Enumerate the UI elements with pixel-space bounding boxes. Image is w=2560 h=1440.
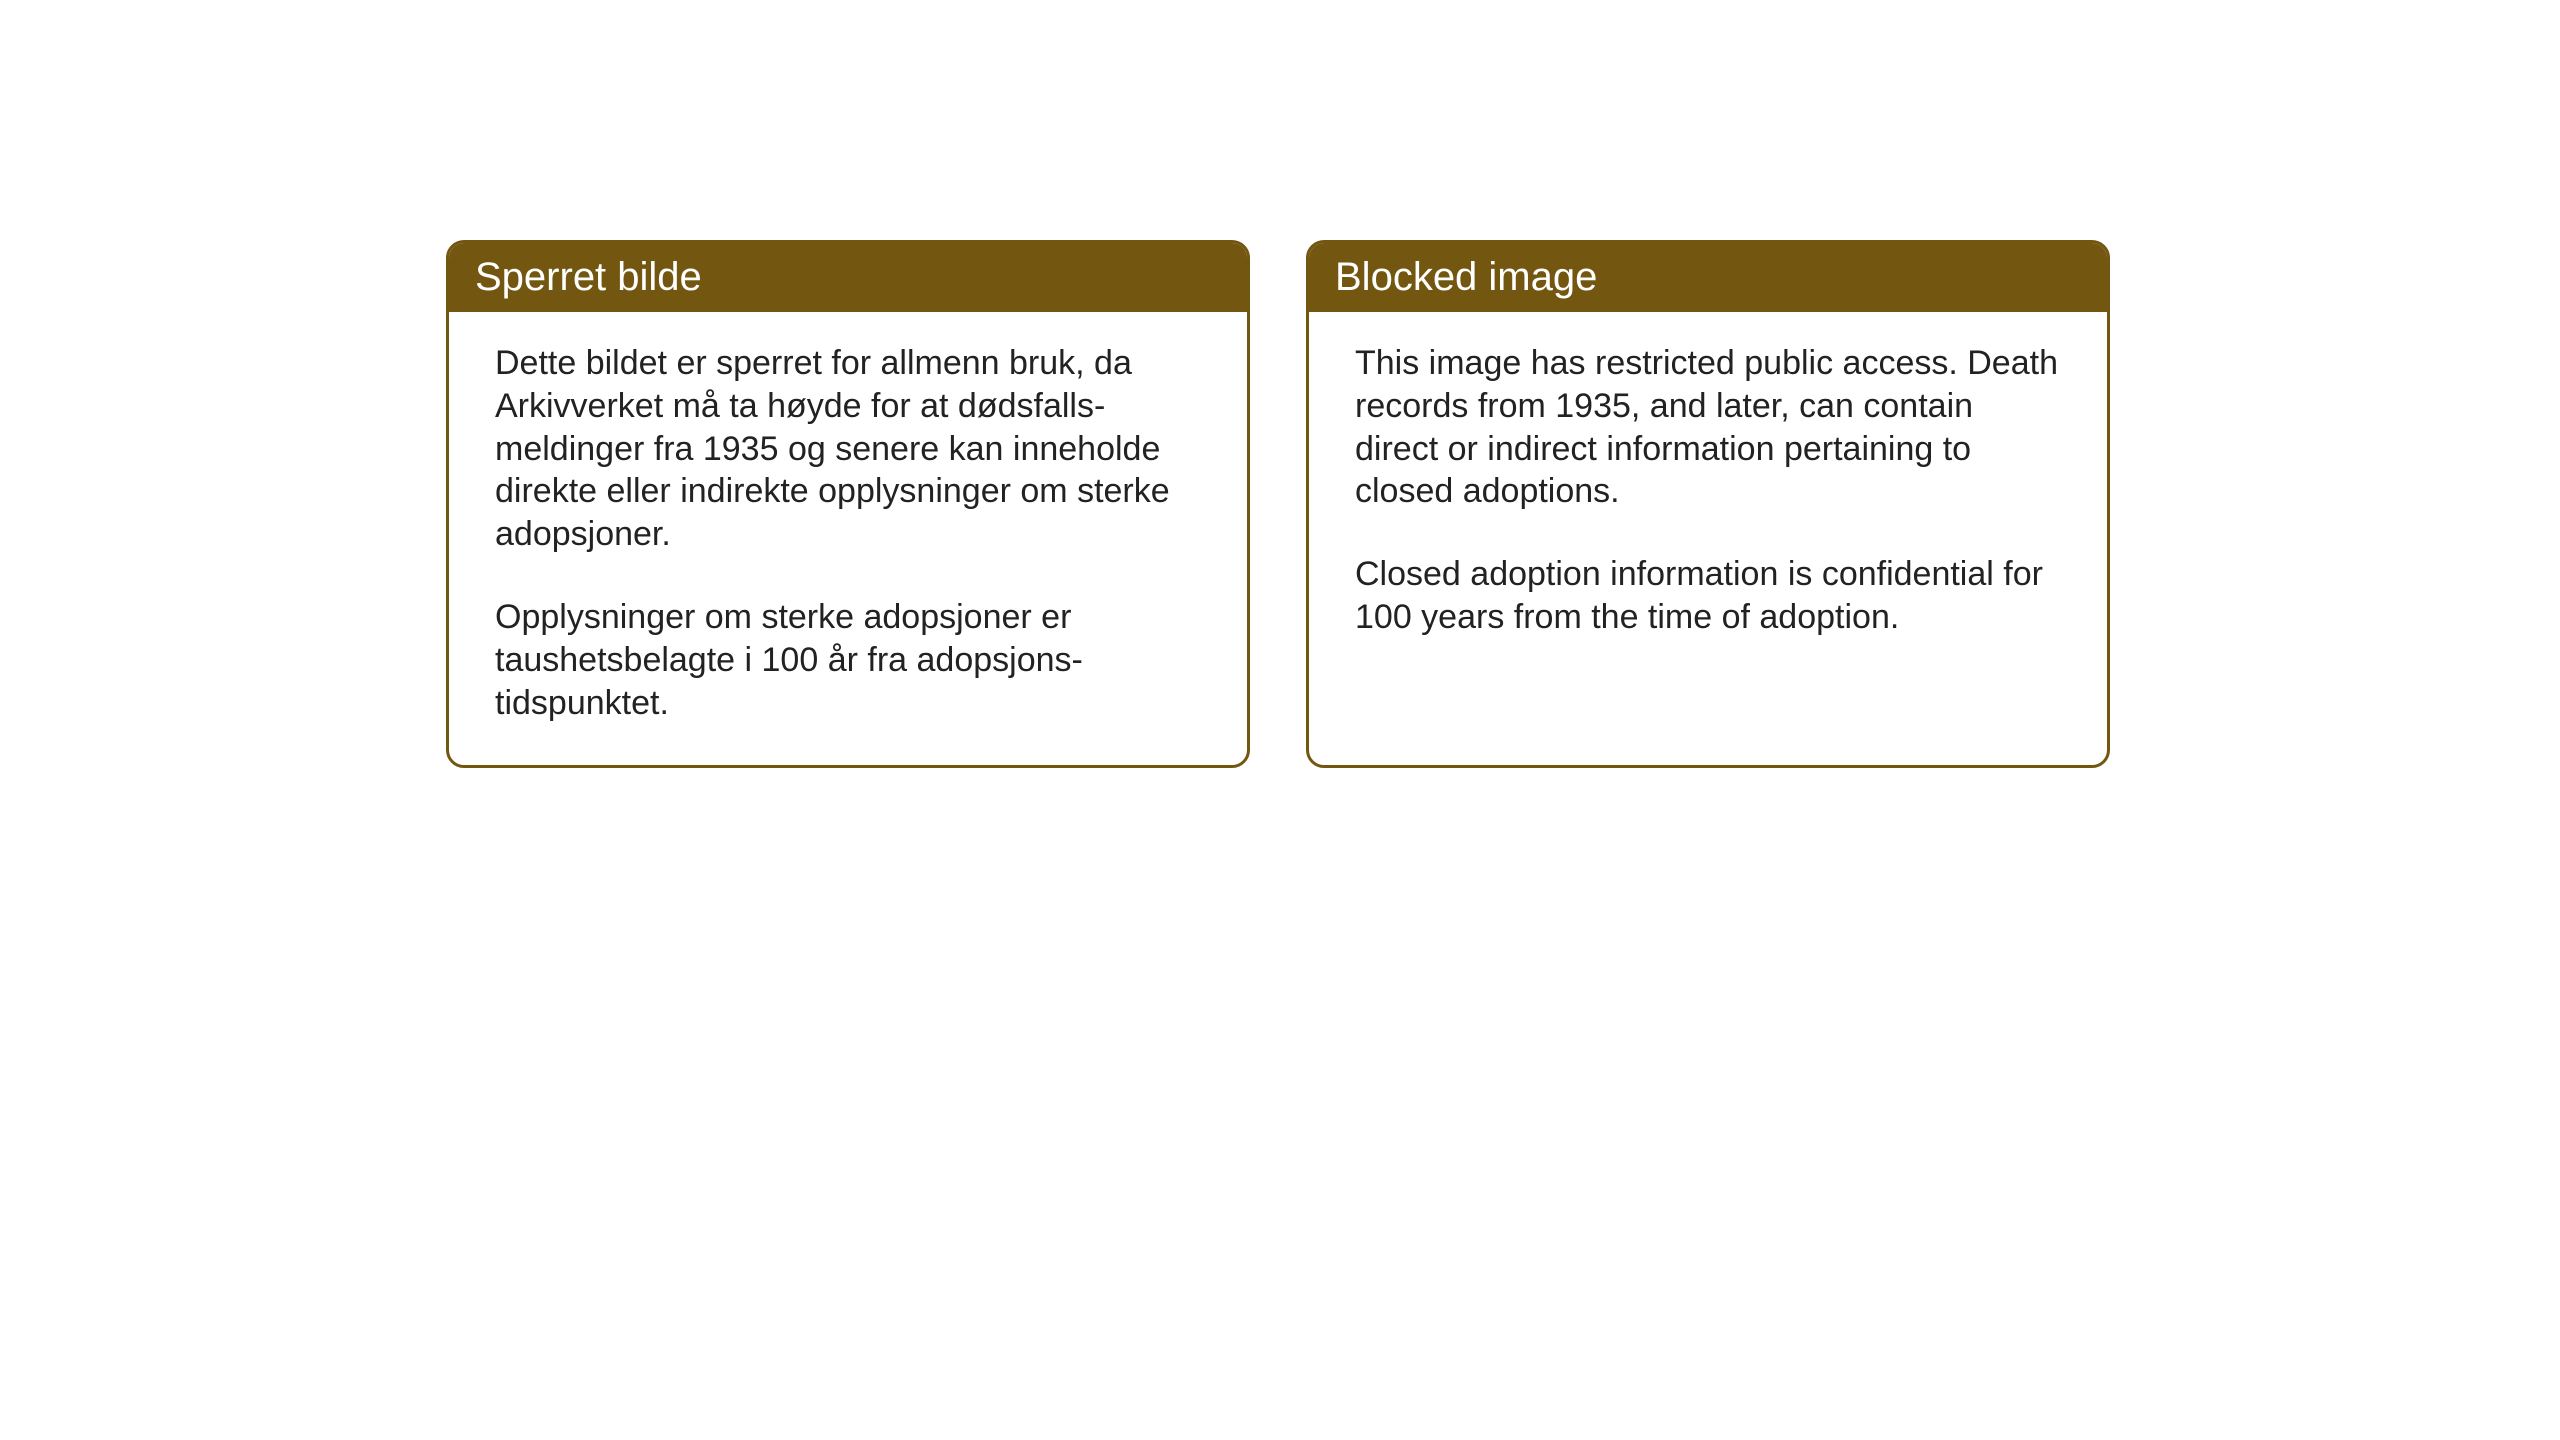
card-body-norwegian: Dette bildet er sperret for allmenn bruk…: [449, 312, 1247, 765]
card-header-norwegian: Sperret bilde: [449, 243, 1247, 312]
card-body-english: This image has restricted public access.…: [1309, 312, 2107, 679]
notice-cards-container: Sperret bilde Dette bildet er sperret fo…: [446, 240, 2110, 768]
card-paragraph-1-english: This image has restricted public access.…: [1355, 342, 2061, 513]
blocked-image-card-norwegian: Sperret bilde Dette bildet er sperret fo…: [446, 240, 1250, 768]
card-paragraph-1-norwegian: Dette bildet er sperret for allmenn bruk…: [495, 342, 1201, 556]
card-title-norwegian: Sperret bilde: [475, 255, 702, 299]
blocked-image-card-english: Blocked image This image has restricted …: [1306, 240, 2110, 768]
card-paragraph-2-english: Closed adoption information is confident…: [1355, 553, 2061, 639]
card-header-english: Blocked image: [1309, 243, 2107, 312]
card-paragraph-2-norwegian: Opplysninger om sterke adopsjoner er tau…: [495, 596, 1201, 724]
card-title-english: Blocked image: [1335, 255, 1597, 299]
